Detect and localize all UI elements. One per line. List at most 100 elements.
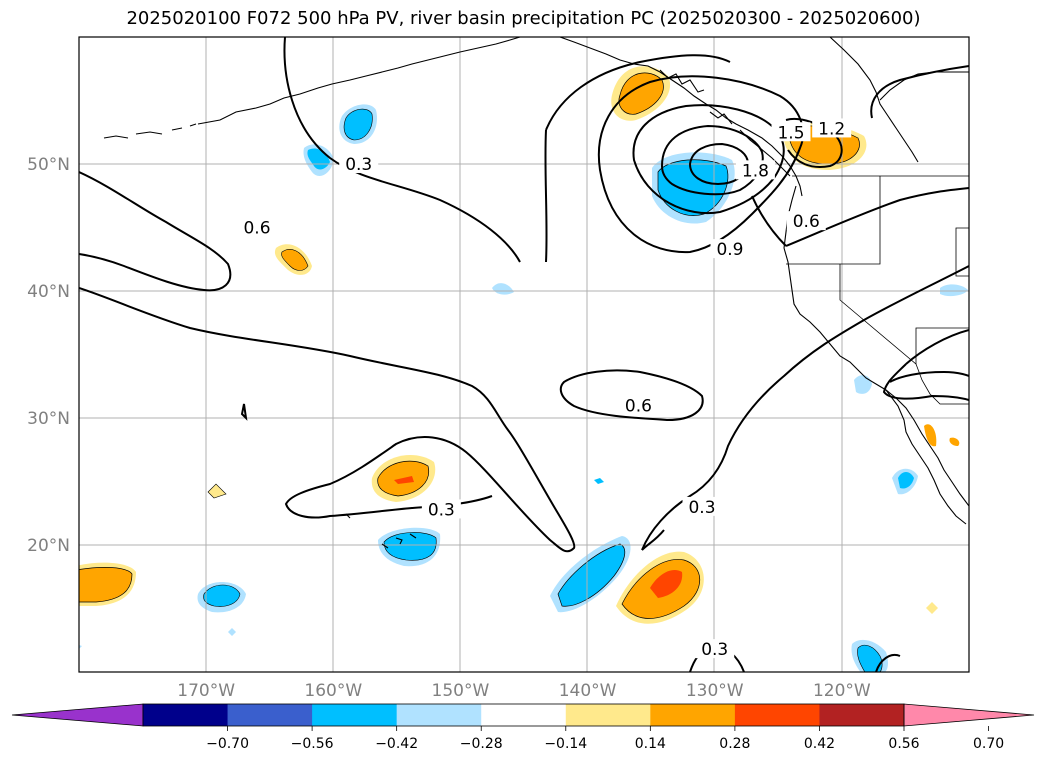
colorbar-tick-label: 0.42	[804, 736, 835, 752]
border-state	[955, 227, 969, 277]
longitude-tick-labels: 170°W 160°W 150°W 140°W 130°W 120°W	[177, 681, 871, 701]
pv-contour-labels: 0.3 0.6 0.6 0.3 0.3 0.3 0.9 0.6 1.5 1.8 1.2	[237, 118, 852, 660]
precip-blob-negative	[79, 645, 82, 649]
country-borders	[786, 175, 969, 405]
colorbar-tick-label: 0.28	[719, 736, 750, 752]
pv-contour-label: 0.3	[701, 640, 728, 660]
colorbar-tick-label: 0.14	[635, 736, 666, 752]
pv-contour-label: 1.2	[818, 119, 845, 139]
contour-label-background	[786, 211, 826, 231]
precip-blob-positive	[281, 249, 309, 271]
colorbar-segment	[396, 704, 482, 726]
coastline-baja	[885, 389, 967, 525]
precip-blob-positive	[949, 437, 960, 446]
pv-contour-0.6	[785, 187, 969, 247]
colorbar-segment	[565, 704, 651, 726]
pv-contour-0.6	[79, 171, 232, 292]
pv-contour-label: 0.3	[345, 155, 372, 175]
precip-blob-negative	[228, 628, 236, 636]
pv-contour-label: 0.6	[625, 396, 652, 416]
pv-contour-0.3	[875, 654, 901, 672]
pv-contour-label: 0.6	[243, 219, 270, 239]
pv-contour-1.2	[785, 118, 843, 168]
pv-contour-label: 1.5	[777, 123, 804, 143]
pv-contour-0.3	[889, 370, 969, 383]
pv-contour-0.3	[641, 529, 665, 551]
precip-blob-negative	[492, 283, 514, 295]
contour-label-background	[618, 395, 658, 415]
precip-blob-negative	[203, 584, 241, 607]
colorbar-extend-low	[11, 703, 144, 727]
pv-contour-0.9	[597, 75, 805, 254]
precip-blob-negative	[940, 284, 968, 297]
precip-blob-negative	[383, 532, 437, 561]
lon-tick-label: 150°W	[432, 681, 490, 701]
precip-blob-negative	[594, 478, 604, 484]
precip-blob-positive	[618, 72, 664, 115]
precip-blob-negative	[857, 644, 883, 672]
pv-contour-0.3	[882, 363, 969, 401]
pv-contour-label: 0.9	[716, 240, 743, 260]
colorbar-segment	[734, 704, 820, 726]
precip-blob-positive	[650, 569, 683, 598]
contour-label-background	[695, 639, 735, 659]
pv-contour-0.3	[79, 287, 576, 553]
contour-label-background	[421, 499, 461, 519]
coastline-hawaii	[345, 513, 417, 549]
contour-label-background	[735, 160, 775, 180]
pv-contour-0.6	[544, 129, 548, 263]
lat-tick-label: 50°N	[27, 155, 70, 175]
coastline-alaska	[197, 37, 521, 125]
coastline-alaska-islands	[103, 123, 197, 139]
map-title: 2025020100 F072 500 hPa PV, river basin …	[126, 8, 921, 29]
contour-label-background	[339, 154, 379, 173]
colorbar-tick-label: 0.70	[973, 736, 1004, 752]
colorbar-segment	[143, 704, 229, 726]
precip-blob-positive	[207, 483, 227, 499]
pv-contour-0.3	[905, 329, 969, 365]
contour-label-background	[237, 217, 277, 237]
map-plot-area: 0.3 0.6 0.6 0.3 0.3 0.3 0.9 0.6 1.5 1.8 1.2	[79, 37, 969, 672]
lat-tick-label: 40°N	[27, 282, 70, 302]
colorbar-segment	[650, 704, 736, 726]
lat-tick-label: 30°N	[27, 409, 70, 429]
gridlines	[79, 37, 969, 672]
pv-contour-0.3	[240, 403, 248, 421]
contour-label-background	[710, 239, 750, 259]
colorbar-tick-label: −0.14	[544, 736, 587, 752]
colorbar-segment	[312, 704, 398, 726]
pv-contour-label: 0.3	[688, 498, 715, 518]
colorbar: −0.70 −0.56 −0.42 −0.28 −0.14 0.14 0.28 0.42 0.5…	[11, 703, 1035, 752]
precip-blob-negative	[898, 472, 914, 489]
precip-blob-positive	[924, 424, 937, 447]
coastline-west-us	[783, 185, 969, 507]
colorbar-tick-label: −0.70	[206, 736, 249, 752]
lat-tick-label: 20°N	[27, 536, 70, 556]
contour-label-background	[812, 118, 852, 138]
pv-contour-label: 1.8	[742, 161, 769, 181]
border-state	[915, 363, 969, 405]
pv-contour-label: 0.6	[793, 212, 820, 232]
lon-tick-label: 140°W	[559, 681, 617, 701]
precip-blob-negative	[854, 375, 872, 394]
latitude-tick-labels: 20°N 30°N 40°N 50°N	[27, 155, 70, 556]
precip-blob-negative	[657, 159, 729, 216]
pv-contour-1.2	[632, 104, 785, 215]
colorbar-segment	[819, 704, 905, 726]
lon-tick-label: 120°W	[813, 681, 871, 701]
pv-contour-0.3	[283, 37, 521, 263]
pv-contour-0.6	[870, 65, 969, 119]
coastlines	[103, 37, 969, 549]
pv-contour-0.3	[641, 265, 969, 551]
lon-tick-label: 130°W	[686, 681, 744, 701]
precip-blob-negative	[557, 543, 626, 607]
precip-blob-positive	[79, 567, 133, 603]
contour-label-background	[771, 122, 811, 142]
border-state	[786, 176, 881, 265]
pv-contour-label: 0.3	[428, 500, 455, 520]
pv-contour-0.6	[559, 369, 704, 422]
colorbar-segment	[227, 704, 313, 726]
colorbar-tick-label: −0.28	[460, 736, 503, 752]
coastline-canada-north	[829, 37, 969, 163]
